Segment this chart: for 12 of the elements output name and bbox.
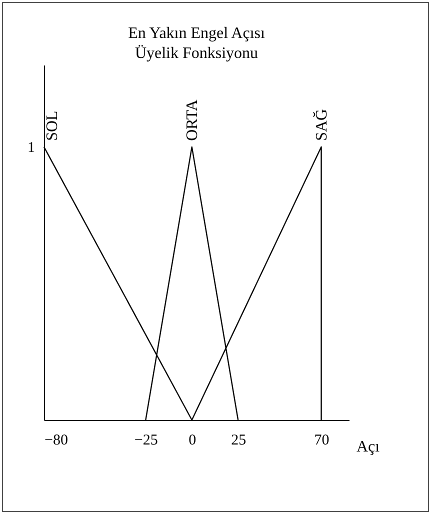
x-tick-label: 25	[231, 432, 246, 448]
x-tick-label: 0	[188, 432, 196, 448]
annotation: 1	[28, 140, 35, 156]
x-axis-title: Açı	[356, 438, 380, 456]
chart-title: En Yakın Engel Açısı	[128, 25, 266, 42]
text: SOL	[44, 110, 61, 141]
text: ORTA	[184, 99, 201, 141]
chart-subtitle: Üyelik Fonksiyonu	[134, 45, 258, 62]
text: SAĞ	[312, 108, 330, 141]
x-tick-label: −25	[134, 432, 158, 448]
x-tick-label: −80	[44, 432, 68, 448]
x-tick-label: 70	[314, 432, 330, 448]
